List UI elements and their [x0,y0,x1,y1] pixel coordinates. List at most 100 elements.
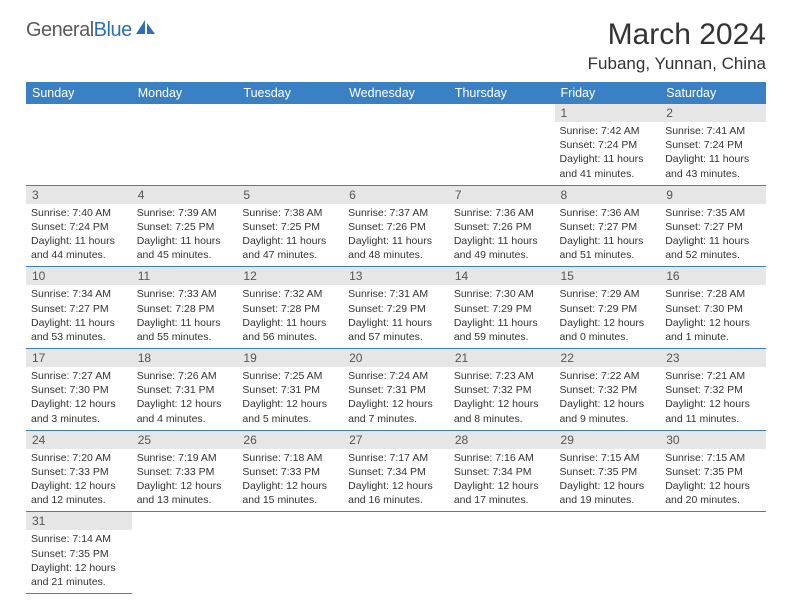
logo-sail-icon [134,18,158,42]
daylight-text: Daylight: 11 hours and 52 minutes. [665,234,761,262]
sunrise-text: Sunrise: 7:36 AM [560,206,656,220]
title-block: March 2024 Fubang, Yunnan, China [588,18,766,74]
logo: GeneralBlue [26,18,158,42]
calendar-cell-empty [343,104,449,185]
calendar-cell: 1Sunrise: 7:42 AMSunset: 7:24 PMDaylight… [555,104,661,185]
sunrise-text: Sunrise: 7:24 AM [348,369,444,383]
sunset-text: Sunset: 7:33 PM [31,465,127,479]
calendar-cell-empty [449,104,555,185]
sunrise-text: Sunrise: 7:30 AM [454,287,550,301]
day-info: Sunrise: 7:15 AMSunset: 7:35 PMDaylight:… [555,449,661,512]
day-info: Sunrise: 7:24 AMSunset: 7:31 PMDaylight:… [343,367,449,430]
daylight-text: Daylight: 11 hours and 47 minutes. [242,234,338,262]
sunrise-text: Sunrise: 7:32 AM [242,287,338,301]
day-info: Sunrise: 7:21 AMSunset: 7:32 PMDaylight:… [660,367,766,430]
calendar-cell: 8Sunrise: 7:36 AMSunset: 7:27 PMDaylight… [555,185,661,267]
calendar-cell: 27Sunrise: 7:17 AMSunset: 7:34 PMDayligh… [343,430,449,512]
day-info: Sunrise: 7:14 AMSunset: 7:35 PMDaylight:… [26,530,132,593]
day-info: Sunrise: 7:18 AMSunset: 7:33 PMDaylight:… [237,449,343,512]
sunset-text: Sunset: 7:28 PM [137,302,233,316]
sunset-text: Sunset: 7:26 PM [454,220,550,234]
sunset-text: Sunset: 7:35 PM [560,465,656,479]
day-info: Sunrise: 7:31 AMSunset: 7:29 PMDaylight:… [343,285,449,348]
day-number: 26 [237,431,343,449]
sunrise-text: Sunrise: 7:28 AM [665,287,761,301]
sunset-text: Sunset: 7:30 PM [665,302,761,316]
day-number: 19 [237,349,343,367]
calendar-cell: 22Sunrise: 7:22 AMSunset: 7:32 PMDayligh… [555,349,661,431]
calendar-cell: 26Sunrise: 7:18 AMSunset: 7:33 PMDayligh… [237,430,343,512]
day-number: 6 [343,186,449,204]
calendar-body: 1Sunrise: 7:42 AMSunset: 7:24 PMDaylight… [26,104,766,594]
logo-text-2: Blue [94,19,132,42]
logo-text-1: General [26,19,94,42]
daylight-text: Daylight: 11 hours and 57 minutes. [348,316,444,344]
calendar-row: 17Sunrise: 7:27 AMSunset: 7:30 PMDayligh… [26,349,766,431]
day-info: Sunrise: 7:30 AMSunset: 7:29 PMDaylight:… [449,285,555,348]
sunset-text: Sunset: 7:25 PM [137,220,233,234]
day-info: Sunrise: 7:16 AMSunset: 7:34 PMDaylight:… [449,449,555,512]
sunrise-text: Sunrise: 7:38 AM [242,206,338,220]
calendar-cell-empty [237,512,343,594]
day-number: 12 [237,267,343,285]
daylight-text: Daylight: 11 hours and 48 minutes. [348,234,444,262]
sunrise-text: Sunrise: 7:19 AM [137,451,233,465]
calendar-cell: 23Sunrise: 7:21 AMSunset: 7:32 PMDayligh… [660,349,766,431]
sunset-text: Sunset: 7:29 PM [454,302,550,316]
calendar-cell: 17Sunrise: 7:27 AMSunset: 7:30 PMDayligh… [26,349,132,431]
sunrise-text: Sunrise: 7:34 AM [31,287,127,301]
sunset-text: Sunset: 7:33 PM [242,465,338,479]
weekday-header: Saturday [660,82,766,104]
day-number: 11 [132,267,238,285]
calendar-cell: 9Sunrise: 7:35 AMSunset: 7:27 PMDaylight… [660,185,766,267]
sunset-text: Sunset: 7:32 PM [665,383,761,397]
weekday-header: Sunday [26,82,132,104]
day-info: Sunrise: 7:38 AMSunset: 7:25 PMDaylight:… [237,204,343,267]
calendar-cell: 5Sunrise: 7:38 AMSunset: 7:25 PMDaylight… [237,185,343,267]
day-number: 18 [132,349,238,367]
calendar-cell-empty [132,512,238,594]
daylight-text: Daylight: 12 hours and 21 minutes. [31,561,127,589]
sunset-text: Sunset: 7:28 PM [242,302,338,316]
calendar-row: 3Sunrise: 7:40 AMSunset: 7:24 PMDaylight… [26,185,766,267]
day-number: 13 [343,267,449,285]
day-info: Sunrise: 7:34 AMSunset: 7:27 PMDaylight:… [26,285,132,348]
day-info: Sunrise: 7:37 AMSunset: 7:26 PMDaylight:… [343,204,449,267]
day-number: 20 [343,349,449,367]
sunrise-text: Sunrise: 7:31 AM [348,287,444,301]
daylight-text: Daylight: 12 hours and 1 minute. [665,316,761,344]
daylight-text: Daylight: 11 hours and 51 minutes. [560,234,656,262]
location: Fubang, Yunnan, China [588,54,766,74]
day-info: Sunrise: 7:28 AMSunset: 7:30 PMDaylight:… [660,285,766,348]
sunset-text: Sunset: 7:31 PM [348,383,444,397]
day-number: 25 [132,431,238,449]
weekday-header-row: SundayMondayTuesdayWednesdayThursdayFrid… [26,82,766,104]
sunrise-text: Sunrise: 7:39 AM [137,206,233,220]
sunrise-text: Sunrise: 7:16 AM [454,451,550,465]
daylight-text: Daylight: 11 hours and 56 minutes. [242,316,338,344]
calendar-cell: 3Sunrise: 7:40 AMSunset: 7:24 PMDaylight… [26,185,132,267]
sunrise-text: Sunrise: 7:35 AM [665,206,761,220]
day-number: 31 [26,512,132,530]
calendar-row: 31Sunrise: 7:14 AMSunset: 7:35 PMDayligh… [26,512,766,594]
day-number: 14 [449,267,555,285]
day-info: Sunrise: 7:32 AMSunset: 7:28 PMDaylight:… [237,285,343,348]
daylight-text: Daylight: 12 hours and 12 minutes. [31,479,127,507]
weekday-header: Monday [132,82,238,104]
daylight-text: Daylight: 12 hours and 5 minutes. [242,397,338,425]
calendar-cell: 28Sunrise: 7:16 AMSunset: 7:34 PMDayligh… [449,430,555,512]
calendar-cell: 29Sunrise: 7:15 AMSunset: 7:35 PMDayligh… [555,430,661,512]
calendar-row: 10Sunrise: 7:34 AMSunset: 7:27 PMDayligh… [26,267,766,349]
day-info: Sunrise: 7:27 AMSunset: 7:30 PMDaylight:… [26,367,132,430]
calendar-cell: 6Sunrise: 7:37 AMSunset: 7:26 PMDaylight… [343,185,449,267]
daylight-text: Daylight: 11 hours and 59 minutes. [454,316,550,344]
calendar-cell: 10Sunrise: 7:34 AMSunset: 7:27 PMDayligh… [26,267,132,349]
sunset-text: Sunset: 7:27 PM [665,220,761,234]
calendar-cell-empty [449,512,555,594]
day-info: Sunrise: 7:35 AMSunset: 7:27 PMDaylight:… [660,204,766,267]
calendar-cell: 24Sunrise: 7:20 AMSunset: 7:33 PMDayligh… [26,430,132,512]
day-info: Sunrise: 7:22 AMSunset: 7:32 PMDaylight:… [555,367,661,430]
sunset-text: Sunset: 7:34 PM [454,465,550,479]
calendar-cell: 21Sunrise: 7:23 AMSunset: 7:32 PMDayligh… [449,349,555,431]
calendar-cell: 16Sunrise: 7:28 AMSunset: 7:30 PMDayligh… [660,267,766,349]
